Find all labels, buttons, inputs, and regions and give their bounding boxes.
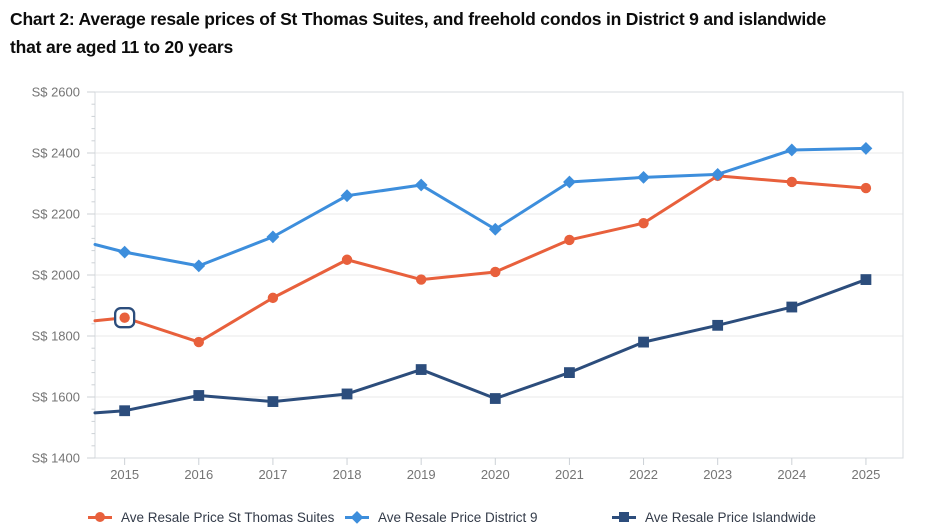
data-point-1-2019[interactable]: [414, 178, 428, 192]
y-axis-label: S$ 2400: [32, 146, 80, 161]
data-point-0-2016[interactable]: [193, 336, 204, 348]
x-axis-label: 2024: [777, 467, 806, 482]
data-point-2-2019[interactable]: [415, 364, 427, 375]
chart-title-line2: that are aged 11 to 20 years: [10, 37, 233, 57]
y-axis-label: S$ 2600: [32, 85, 80, 100]
data-point-1-2015[interactable]: [118, 245, 132, 259]
data-point-1-2023[interactable]: [711, 167, 725, 181]
data-point-0-2024[interactable]: [786, 176, 798, 188]
chart-title: Chart 2: Average resale prices of St Tho…: [10, 5, 925, 61]
x-axis-label: 2018: [333, 467, 362, 482]
x-axis-label: 2017: [258, 467, 287, 482]
data-point-0-2022[interactable]: [638, 217, 649, 229]
data-point-0-2020[interactable]: [490, 266, 501, 278]
x-axis-label: 2015: [110, 467, 139, 482]
series-line-0: [93, 174, 868, 344]
y-axis-label: S$ 1600: [32, 390, 80, 405]
x-axis-label: 2023: [703, 467, 732, 482]
y-axis-label: S$ 2200: [32, 207, 80, 222]
series-line-2: [93, 278, 868, 415]
data-point-2-2016[interactable]: [193, 390, 205, 401]
data-point-1-2016[interactable]: [192, 259, 206, 273]
data-point-0-2018[interactable]: [341, 254, 353, 265]
data-point-2-2025[interactable]: [860, 274, 872, 285]
data-point-0-2017[interactable]: [267, 292, 279, 304]
legend-square-marker-icon: [612, 510, 636, 524]
data-point-2-2021[interactable]: [564, 367, 575, 378]
chart-legend: Ave Resale Price St Thomas Suites Ave Re…: [0, 503, 929, 531]
data-point-1-2017[interactable]: [266, 230, 280, 244]
chart-title-line1: Chart 2: Average resale prices of St Tho…: [10, 9, 827, 29]
x-axis-label: 2025: [851, 467, 880, 482]
x-axis-label: 2019: [407, 467, 436, 482]
price-line-chart[interactable]: S$ 1400 S$ 1600 S$ 1800 S$ 2000 S$ 2200 S$ 24…: [0, 78, 929, 498]
data-point-0-2025[interactable]: [860, 182, 872, 194]
data-point-2-2015[interactable]: [119, 405, 131, 417]
data-point-2-2024[interactable]: [786, 301, 798, 313]
data-point-2-2020[interactable]: [489, 393, 501, 404]
data-point-1-2018[interactable]: [340, 189, 354, 203]
legend-item-st-thomas-suites[interactable]: Ave Resale Price St Thomas Suites: [88, 503, 334, 531]
data-point-2-2018[interactable]: [341, 388, 353, 400]
legend-label-district-9: Ave Resale Price District 9: [378, 509, 538, 525]
data-point-1-2024[interactable]: [785, 143, 799, 157]
data-point-2-2023[interactable]: [712, 319, 724, 331]
legend-circle-marker-icon: [88, 510, 112, 524]
y-axis-label: S$ 2000: [32, 268, 80, 283]
data-point-2-2017[interactable]: [267, 396, 279, 407]
x-axis-label: 2022: [629, 467, 658, 482]
x-axis-label: 2016: [184, 467, 213, 482]
data-point-1-2020[interactable]: [488, 222, 502, 236]
legend-label-st-thomas-suites: Ave Resale Price St Thomas Suites: [121, 509, 335, 525]
data-point-1-2025[interactable]: [859, 142, 873, 155]
y-axis-label: S$ 1800: [32, 329, 80, 344]
y-axis-label: S$ 1400: [32, 451, 80, 466]
legend-label-islandwide: Ave Resale Price Islandwide: [645, 509, 816, 525]
data-point-2-2022[interactable]: [638, 336, 649, 348]
data-point-1-2022[interactable]: [637, 171, 650, 184]
x-axis-label: 2021: [555, 467, 584, 482]
series-line-1: [93, 146, 868, 268]
legend-item-islandwide[interactable]: Ave Resale Price Islandwide: [612, 503, 816, 531]
chart-svg[interactable]: S$ 1400 S$ 1600 S$ 1800 S$ 2000 S$ 2200 S$ 24…: [0, 78, 929, 498]
legend-diamond-marker-icon: [345, 510, 369, 524]
data-point-0-2015[interactable]: [119, 312, 130, 323]
data-point-0-2021[interactable]: [564, 234, 575, 246]
data-point-1-2021[interactable]: [563, 175, 576, 189]
x-axis-label: 2020: [481, 467, 510, 482]
data-point-0-2019[interactable]: [415, 274, 427, 285]
legend-item-district-9[interactable]: Ave Resale Price District 9: [345, 503, 538, 531]
